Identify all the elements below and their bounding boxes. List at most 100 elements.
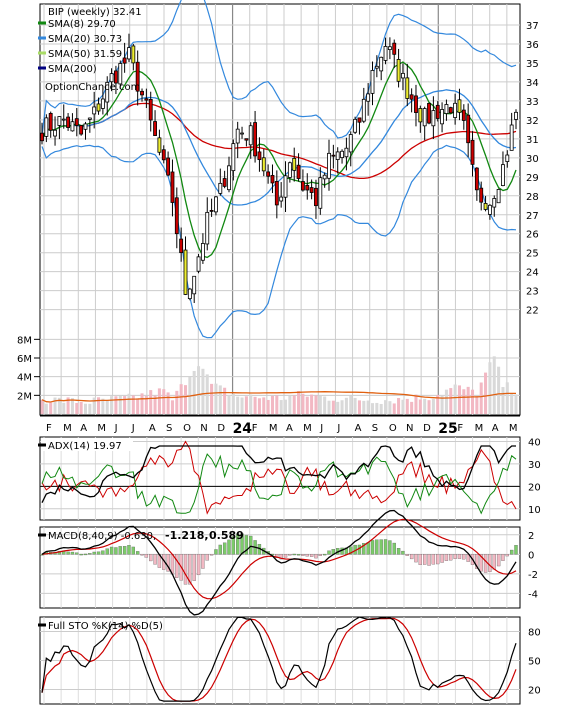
macd-histogram-bar [96, 551, 101, 555]
volume-bar [449, 388, 453, 414]
macd-histogram-bar [514, 545, 518, 555]
legend-entry: SMA(200) [48, 64, 97, 75]
volume-bar [157, 388, 161, 414]
macd-panel-tick-label: -4 [528, 589, 538, 600]
volume-bar [375, 402, 379, 414]
volume-bar [305, 396, 309, 414]
volume-bar [405, 398, 409, 414]
month-label: S [166, 423, 172, 434]
macd-histogram-bar [275, 554, 279, 559]
candle-body [92, 106, 97, 115]
candle-body [396, 59, 401, 82]
volume-bar [79, 401, 83, 414]
macd-histogram-bar [453, 554, 457, 559]
candle-body [87, 117, 92, 120]
candle-body [357, 117, 362, 123]
volume-bar [205, 374, 209, 414]
macd-line [41, 509, 517, 616]
macd-panel-tick-label: 0 [528, 550, 534, 561]
year-label: 24 [233, 421, 253, 437]
candle-body [392, 42, 397, 55]
macd-histogram-bar [231, 536, 236, 555]
macd-histogram-bar [409, 554, 414, 560]
month-label: A [355, 423, 362, 434]
volume-bar [253, 396, 257, 414]
price-tick-label: 36 [526, 40, 539, 51]
macd-histogram-bar [314, 554, 318, 559]
macd-histogram-bar [301, 554, 305, 556]
macd-histogram-bar [92, 551, 96, 555]
sto-panel-tick-label: 20 [528, 686, 541, 697]
month-label: A [286, 423, 293, 434]
volume-tick-label: 4M [17, 373, 32, 384]
candle-body [505, 154, 510, 162]
volume-bar [453, 384, 457, 414]
candle-body [144, 98, 149, 101]
candle-body [331, 154, 336, 157]
macd-histogram-bar [244, 535, 249, 555]
candle-body [279, 196, 284, 202]
candle-body [40, 132, 44, 142]
volume-bar [266, 399, 270, 414]
volume-bar [88, 403, 92, 414]
macd-histogram-bar [501, 554, 505, 561]
candle-body [222, 178, 227, 187]
price-tick-label: 28 [526, 192, 539, 203]
candle-body [374, 65, 379, 69]
macd-histogram-bar [431, 554, 436, 565]
candle-body [318, 177, 323, 209]
candle-body [140, 90, 144, 96]
volume-bar [505, 382, 509, 414]
year-label: 25 [438, 421, 457, 437]
macd-value-blue: 0.589 [209, 529, 244, 542]
candle-body [253, 122, 258, 157]
macd-histogram-bar [40, 554, 44, 556]
price-tick-label: 33 [526, 97, 539, 108]
bollinger-lower-band [41, 144, 517, 339]
macd-histogram-bar [79, 553, 83, 556]
month-label: A [80, 423, 87, 434]
volume-bar [140, 393, 144, 414]
volume-bar [344, 397, 348, 414]
candle-body [448, 107, 453, 114]
adx-line [41, 445, 516, 503]
macd-histogram-bar [188, 554, 192, 585]
price-panel-frame [39, 3, 521, 416]
price-tick-label: 24 [526, 268, 539, 279]
price-tick-label: 22 [526, 306, 539, 317]
candle-body [157, 137, 162, 153]
macd-histogram-bar [379, 539, 383, 555]
macd-histogram-bar [83, 553, 88, 556]
candle-body [200, 243, 205, 261]
candle-body [96, 103, 101, 112]
volume-bar [149, 390, 153, 414]
month-label: F [46, 423, 52, 434]
candle-body [479, 187, 484, 203]
candle-body [100, 98, 105, 109]
bollinger-upper-band [41, 0, 517, 139]
price-tick-label: 31 [526, 135, 539, 146]
volume-bar [197, 366, 201, 414]
volume-bar [236, 396, 240, 414]
candle-body [244, 138, 249, 141]
macd-histogram-bar [105, 548, 109, 555]
month-label: J [336, 423, 340, 434]
macd-histogram-bar [440, 554, 444, 563]
macd-histogram-bar [496, 554, 501, 567]
macd-histogram-bar [383, 539, 388, 555]
sto-panel-tick-label: 80 [528, 628, 541, 639]
candle-body [205, 211, 210, 245]
candle-body [366, 93, 371, 102]
volume-bar [301, 393, 305, 414]
candle-body [261, 157, 266, 172]
candle-body [166, 157, 171, 176]
volume-bar [270, 395, 274, 414]
volume-bar [410, 401, 414, 414]
candle-body [335, 151, 340, 160]
candle-body [440, 109, 444, 125]
macd-histogram-bar [66, 551, 70, 555]
macd-histogram-bar [192, 554, 196, 581]
volume-bar [388, 401, 392, 414]
candle-body [179, 238, 184, 254]
volume-bar [275, 395, 279, 414]
